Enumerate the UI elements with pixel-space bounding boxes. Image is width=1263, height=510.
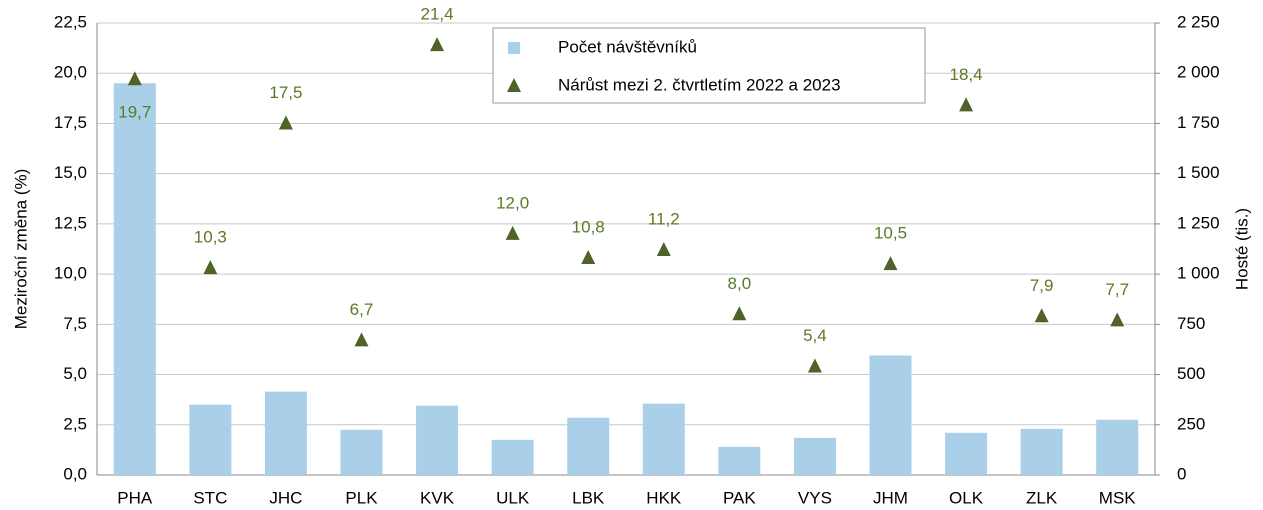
- data-label: 7,7: [1105, 280, 1129, 299]
- y-tick-label: 20,0: [54, 63, 87, 82]
- x-tick-label: KVK: [420, 488, 455, 507]
- x-tick-label: HKK: [646, 488, 682, 507]
- legend-box: [492, 27, 926, 104]
- y2-tick-label: 2 000: [1177, 63, 1220, 82]
- x-tick-label: LBK: [572, 488, 605, 507]
- data-label: 17,5: [269, 83, 302, 102]
- data-label: 19,7: [118, 103, 151, 122]
- y-tick-label: 5,0: [63, 364, 87, 383]
- y2-tick-label: 1 250: [1177, 213, 1220, 232]
- data-label: 10,5: [874, 224, 907, 243]
- data-label: 6,7: [350, 300, 374, 319]
- x-tick-label: STC: [193, 488, 227, 507]
- x-tick-label: VYS: [798, 488, 832, 507]
- marker: [1034, 308, 1049, 323]
- marker: [959, 97, 974, 112]
- data-label: 8,0: [728, 274, 752, 293]
- data-label: 10,8: [572, 218, 605, 237]
- x-tick-label: PLK: [345, 488, 378, 507]
- x-tick-label: OLK: [949, 488, 984, 507]
- legend-swatch: [507, 78, 521, 92]
- y-tick-label: 12,5: [54, 213, 87, 232]
- x-tick-label: PHA: [117, 488, 153, 507]
- data-label: 21,4: [421, 5, 454, 24]
- data-label: 18,4: [950, 65, 983, 84]
- bar: [1096, 419, 1139, 475]
- y-tick-label: 2,5: [63, 414, 87, 433]
- bar: [718, 446, 761, 475]
- y-tick-label: 17,5: [54, 113, 87, 132]
- y-axis-title: Meziroční změna (%): [11, 169, 30, 330]
- marker: [203, 260, 218, 275]
- data-label: 5,4: [803, 326, 827, 345]
- marker: [278, 115, 293, 130]
- y2-tick-label: 1 750: [1177, 113, 1220, 132]
- y-tick-label: 10,0: [54, 264, 87, 283]
- marker: [656, 242, 671, 257]
- y2-tick-label: 2 250: [1177, 12, 1220, 31]
- data-label: 7,9: [1030, 276, 1054, 295]
- data-label: 11,2: [648, 209, 680, 228]
- bar: [340, 429, 383, 475]
- bar: [869, 355, 912, 475]
- x-tick-label: PAK: [723, 488, 756, 507]
- legend-label: Nárůst mezi 2. čtvrtletím 2022 a 2023: [558, 75, 841, 94]
- y2-axis-title: Hosté (tis.): [1232, 208, 1251, 290]
- legend-swatch: [508, 42, 520, 54]
- data-label: 12,0: [496, 193, 529, 212]
- y2-tick-label: 750: [1177, 314, 1205, 333]
- data-label: 10,3: [194, 228, 227, 247]
- x-tick-label: MSK: [1099, 488, 1137, 507]
- x-tick-label: ZLK: [1026, 488, 1058, 507]
- y2-tick-label: 250: [1177, 414, 1205, 433]
- bar: [416, 405, 459, 475]
- bar: [1020, 428, 1063, 475]
- y-tick-label: 0,0: [63, 464, 87, 483]
- y2-tick-label: 1 000: [1177, 264, 1220, 283]
- x-tick-label: JHC: [269, 488, 302, 507]
- marker: [127, 71, 142, 86]
- bar: [642, 403, 685, 475]
- x-tick-label: JHM: [873, 488, 908, 507]
- y-tick-label: 7,5: [63, 314, 87, 333]
- y2-tick-label: 0: [1177, 464, 1186, 483]
- marker: [807, 358, 822, 373]
- marker: [581, 250, 596, 265]
- marker: [430, 37, 445, 52]
- bar: [189, 404, 232, 475]
- marker: [883, 256, 898, 271]
- x-tick-label: ULK: [496, 488, 530, 507]
- bar: [113, 83, 156, 476]
- bar: [945, 432, 988, 475]
- y2-tick-label: 1 500: [1177, 163, 1220, 182]
- bar: [567, 417, 610, 475]
- legend-label: Počet návštěvníků: [558, 37, 697, 56]
- marker: [354, 332, 369, 347]
- bar: [264, 391, 307, 475]
- y-tick-label: 15,0: [54, 163, 87, 182]
- legend: Počet návštěvníků Nárůst mezi 2. čtvrtlet…: [492, 27, 926, 104]
- bar: [491, 439, 534, 475]
- bar: [793, 437, 836, 475]
- marker: [1110, 312, 1125, 327]
- y2-tick-label: 500: [1177, 364, 1205, 383]
- y-tick-label: 22,5: [54, 12, 87, 31]
- marker: [505, 225, 520, 240]
- marker: [732, 306, 747, 321]
